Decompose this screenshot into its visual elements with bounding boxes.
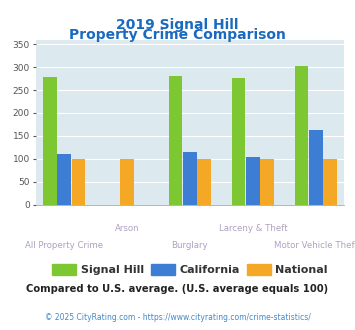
Bar [309, 130, 323, 205]
Text: Property Crime Comparison: Property Crime Comparison [69, 28, 286, 42]
Bar [183, 152, 197, 205]
Text: Motor Vehicle Theft: Motor Vehicle Theft [274, 241, 355, 250]
Text: Compared to U.S. average. (U.S. average equals 100): Compared to U.S. average. (U.S. average … [26, 284, 329, 294]
Text: Larceny & Theft: Larceny & Theft [219, 224, 287, 233]
Bar [246, 157, 260, 205]
Text: 2019 Signal Hill: 2019 Signal Hill [116, 18, 239, 32]
Bar [232, 78, 245, 205]
Bar [260, 159, 274, 205]
Text: All Property Crime: All Property Crime [25, 241, 103, 250]
Legend: Signal Hill, California, National: Signal Hill, California, National [48, 260, 332, 280]
Bar [323, 159, 337, 205]
Bar [72, 159, 85, 205]
Bar [169, 76, 182, 205]
Bar [120, 159, 134, 205]
Text: Burglary: Burglary [171, 241, 208, 250]
Bar [197, 159, 211, 205]
Bar [43, 77, 56, 205]
Text: Arson: Arson [115, 224, 139, 233]
Bar [295, 66, 308, 205]
Bar [57, 154, 71, 205]
Text: © 2025 CityRating.com - https://www.cityrating.com/crime-statistics/: © 2025 CityRating.com - https://www.city… [45, 313, 310, 322]
